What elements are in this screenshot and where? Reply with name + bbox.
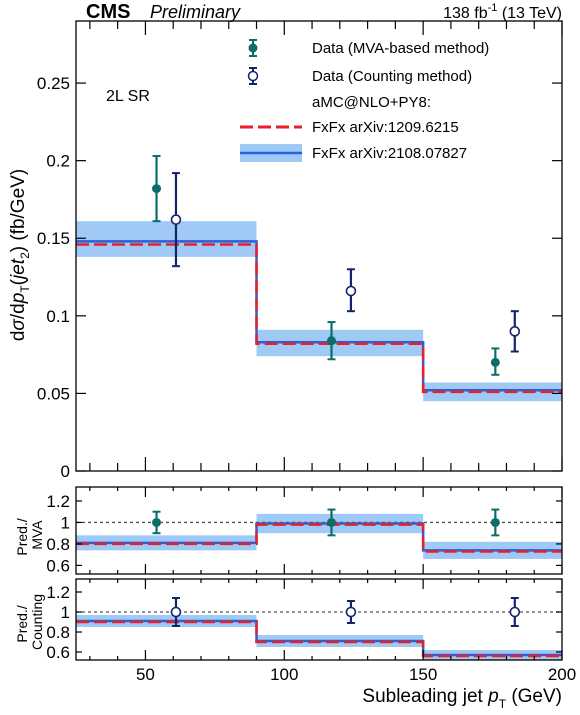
fxfx-2012-step-line <box>76 243 562 394</box>
preliminary-label: Preliminary <box>150 2 241 22</box>
ratio-counting-panel: 0.60.811.2 50 100 150 200 <box>46 578 576 684</box>
fxfx-2021-step-line <box>76 240 562 392</box>
plot-frame <box>75 578 563 661</box>
ratio-counting-y-axis-title: Pred./ Counting <box>14 594 45 650</box>
legend-label-fxfx-2021: FxFx arXiv:2108.07827 <box>312 145 467 162</box>
y-tick-label: 0.1 <box>46 307 70 326</box>
y-tick-label: 0.05 <box>37 384 70 403</box>
legend-generator-header: aMC@NLO+PY8: <box>312 94 431 111</box>
fxfx-2012-step-line <box>76 620 562 658</box>
ratio-mva-y-title-line1: Pred./ <box>14 518 30 555</box>
data-mva-point <box>152 184 162 194</box>
y-tick-label: 0.15 <box>37 229 70 248</box>
ratio-counting-points <box>170 597 521 627</box>
legend-marker-mva <box>248 43 258 53</box>
y-tick-label: 1 <box>61 603 70 622</box>
fxfx-2012-step-line <box>76 523 562 553</box>
ratio-mva-y-axis-title: Pred./ MVA <box>14 514 45 555</box>
legend-label-data-mva: Data (MVA-based method) <box>312 40 489 57</box>
data-counting-point <box>509 606 521 618</box>
legend-entry-data-mva: Data (MVA-based method) <box>248 39 489 57</box>
legend-entry-fxfx-2021: FxFx arXiv:2108.07827 <box>240 144 467 162</box>
lumi-exponent: -1 <box>488 2 498 14</box>
data-counting-point <box>509 326 521 337</box>
ratio-counting-y-title-line2: Counting <box>29 594 45 650</box>
lumi-label: 138 fb-1 (13 TeV) <box>443 2 562 22</box>
y-tick-label: 0.25 <box>37 74 70 93</box>
y-tick-label: 1 <box>61 513 70 532</box>
y-tick-label: 0.8 <box>46 535 70 554</box>
data-mva-point <box>490 517 500 527</box>
data-counting-point <box>170 214 182 225</box>
legend-entry-data-counting: Data (Counting method) <box>247 67 472 85</box>
legend-marker-counting <box>247 70 259 82</box>
main-y-axis-title: dσ/dpT(jet2) (fb/GeV) <box>8 169 32 341</box>
main-points <box>152 155 521 376</box>
x-tick-label: 100 <box>270 665 298 684</box>
prediction-band-bin <box>76 221 257 257</box>
x-tick-label: 50 <box>136 665 155 684</box>
cms-label: CMS <box>86 1 130 23</box>
y-tick-label: 1.2 <box>46 583 70 602</box>
legend-label-data-counting: Data (Counting method) <box>312 68 472 85</box>
ratio-counting-axes: 0.60.811.2 50 100 150 200 <box>46 578 576 684</box>
main-panel: 0 0.05 0.1 0.15 0.2 0.25 <box>37 20 563 481</box>
y-tick-label: 0 <box>61 462 70 481</box>
data-counting-point <box>170 606 182 618</box>
main-lines <box>76 240 562 394</box>
y-tick-label: 0.6 <box>46 556 70 575</box>
lumi-energy: (13 TeV) <box>497 5 562 22</box>
ratio-mva-axes: 0.6 0.8 1 1.2 <box>46 486 563 575</box>
legend-entry-fxfx-2012: FxFx arXiv:1209.6215 <box>240 119 459 136</box>
region-label: 2L SR <box>106 88 150 105</box>
data-mva-point <box>490 357 500 367</box>
y-tick-label: 0.2 <box>46 152 70 171</box>
y-tick-label: 1.2 <box>46 492 70 511</box>
data-counting-point <box>345 285 357 297</box>
ratio-counting-lines <box>76 611 562 658</box>
x-tick-label: 150 <box>409 665 437 684</box>
data-mva-point <box>152 517 162 527</box>
y-tick-label: 0.8 <box>46 623 70 642</box>
ratio-mva-points <box>152 508 500 537</box>
data-mva-point <box>326 517 336 527</box>
data-counting-point <box>345 606 357 618</box>
ratio-mva-y-title-line2: MVA <box>29 520 45 550</box>
lumi-value: 138 fb <box>443 5 488 22</box>
plot-frame <box>75 486 563 575</box>
plot-frame <box>75 20 563 472</box>
ratio-mva-panel: 0.6 0.8 1 1.2 <box>46 486 563 575</box>
y-tick-label: 0.6 <box>46 643 70 662</box>
x-axis-title: Subleading jet pT (GeV) <box>362 686 562 711</box>
legend: Data (MVA-based method) Data (Counting m… <box>240 39 489 162</box>
x-tick-label: 200 <box>548 665 576 684</box>
main-bands <box>76 221 562 402</box>
data-mva-point <box>326 336 336 346</box>
ratio-counting-y-title-line1: Pred./ <box>14 605 30 642</box>
legend-label-fxfx-2012: FxFx arXiv:1209.6215 <box>312 119 459 136</box>
main-axes: 0 0.05 0.1 0.15 0.2 0.25 <box>37 20 563 481</box>
